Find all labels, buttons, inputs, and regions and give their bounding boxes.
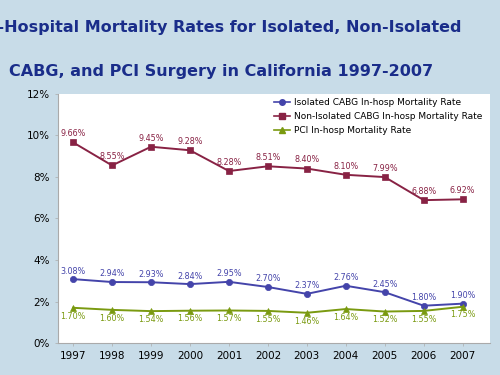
- Text: 1.64%: 1.64%: [333, 313, 358, 322]
- Text: 8.55%: 8.55%: [100, 152, 125, 161]
- Text: 1.52%: 1.52%: [372, 315, 398, 324]
- Text: 1.80%: 1.80%: [411, 293, 436, 302]
- Text: 3.08%: 3.08%: [60, 267, 86, 276]
- Text: 7.99%: 7.99%: [372, 164, 398, 173]
- Legend: Isolated CABG In-hosp Mortality Rate, Non-Isolated CABG In-hosp Mortality Rate, : Isolated CABG In-hosp Mortality Rate, No…: [271, 96, 486, 138]
- Text: 1.57%: 1.57%: [216, 314, 242, 323]
- Text: In-Hospital Mortality Rates for Isolated, Non-Isolated: In-Hospital Mortality Rates for Isolated…: [0, 20, 462, 35]
- Text: 2.94%: 2.94%: [100, 270, 125, 279]
- Text: 2.37%: 2.37%: [294, 281, 320, 290]
- Text: 2.84%: 2.84%: [178, 272, 203, 280]
- Text: 2.95%: 2.95%: [216, 269, 242, 278]
- Text: CABG, and PCI Surgery in California 1997-2007: CABG, and PCI Surgery in California 1997…: [8, 63, 432, 78]
- Text: 1.75%: 1.75%: [450, 310, 475, 320]
- Text: 1.60%: 1.60%: [100, 314, 124, 322]
- Text: 9.28%: 9.28%: [177, 137, 203, 146]
- Text: 1.55%: 1.55%: [411, 315, 436, 324]
- Text: 1.55%: 1.55%: [255, 315, 280, 324]
- Text: 1.90%: 1.90%: [450, 291, 475, 300]
- Text: 6.88%: 6.88%: [411, 187, 436, 196]
- Text: 8.10%: 8.10%: [333, 162, 358, 171]
- Text: 2.93%: 2.93%: [138, 270, 164, 279]
- Text: 2.76%: 2.76%: [333, 273, 358, 282]
- Text: 9.66%: 9.66%: [60, 129, 86, 138]
- Text: 2.70%: 2.70%: [255, 274, 280, 284]
- Text: 8.51%: 8.51%: [255, 153, 280, 162]
- Text: 8.40%: 8.40%: [294, 155, 320, 164]
- Text: 2.45%: 2.45%: [372, 280, 398, 289]
- Text: 1.54%: 1.54%: [138, 315, 164, 324]
- Text: 9.45%: 9.45%: [138, 134, 164, 142]
- Text: 8.28%: 8.28%: [216, 158, 242, 167]
- Text: 1.70%: 1.70%: [60, 312, 86, 321]
- Text: 6.92%: 6.92%: [450, 186, 475, 195]
- Text: 1.46%: 1.46%: [294, 316, 320, 326]
- Text: 1.56%: 1.56%: [178, 315, 203, 324]
